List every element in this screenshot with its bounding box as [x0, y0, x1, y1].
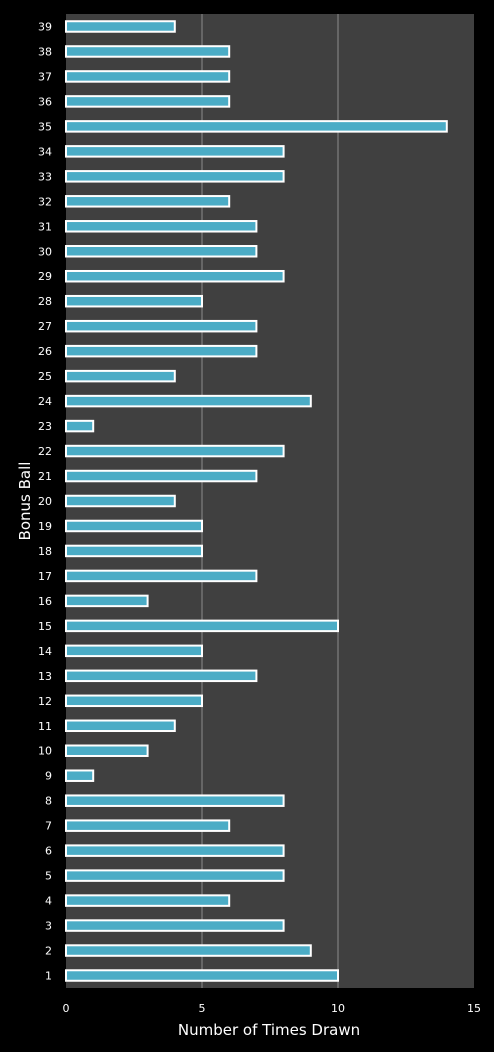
bar-ball-2: [65, 944, 312, 957]
x-tick-label: 15: [467, 1002, 481, 1015]
y-tick-label: 18: [38, 545, 52, 558]
y-tick-label: 7: [45, 820, 52, 833]
bar-ball-37: [65, 70, 231, 83]
x-axis-title: Number of Times Drawn: [178, 1021, 360, 1039]
y-tick-label: 10: [38, 745, 52, 758]
bar-ball-27: [65, 319, 258, 333]
bar-ball-22: [65, 444, 285, 458]
bar-ball-38: [65, 45, 231, 58]
bar-ball-20: [65, 494, 176, 508]
y-tick-label: 6: [45, 845, 52, 858]
bar-ball-39: [65, 20, 176, 33]
x-axis-tick-labels: 0 5 10 15: [63, 1002, 482, 1015]
y-tick-label: 26: [38, 345, 52, 358]
y-tick-label: 21: [38, 470, 52, 483]
bar-ball-30: [65, 245, 258, 258]
bar-ball-31: [65, 220, 258, 233]
y-tick-label: 23: [38, 420, 52, 433]
bar-ball-7: [65, 819, 231, 832]
y-tick-label: 13: [38, 670, 52, 683]
x-tick-label: 10: [331, 1002, 345, 1015]
y-tick-label: 2: [45, 945, 52, 958]
bar-ball-28: [65, 294, 203, 308]
y-tick-label: 38: [38, 45, 52, 58]
bar-ball-9: [65, 769, 95, 782]
y-axis-title: Bonus Ball: [16, 462, 34, 541]
bar-ball-15: [65, 619, 339, 633]
bar-ball-3: [65, 919, 285, 932]
y-tick-label: 5: [45, 870, 52, 883]
bar-ball-17: [65, 569, 258, 583]
y-tick-label: 34: [38, 145, 52, 158]
y-axis-tick-labels: 1234567891011121314151617181920212223242…: [38, 20, 52, 982]
y-tick-label: 19: [38, 520, 52, 533]
y-tick-label: 28: [38, 295, 52, 308]
y-tick-label: 1: [45, 970, 52, 983]
y-tick-label: 16: [38, 595, 52, 608]
bar-ball-19: [65, 519, 203, 533]
bar-ball-12: [65, 694, 203, 708]
bar-ball-36: [65, 95, 231, 108]
y-tick-label: 24: [38, 395, 52, 408]
bar-ball-18: [65, 544, 203, 558]
bar-ball-26: [65, 344, 258, 358]
bar-ball-21: [65, 469, 258, 483]
y-tick-label: 33: [38, 170, 52, 183]
y-tick-label: 8: [45, 795, 52, 808]
y-tick-label: 36: [38, 95, 52, 108]
y-tick-label: 37: [38, 70, 52, 83]
bar-ball-8: [65, 794, 285, 807]
y-tick-label: 17: [38, 570, 52, 583]
bar-ball-11: [65, 719, 176, 733]
bar-ball-4: [65, 894, 231, 907]
bar-ball-16: [65, 594, 149, 608]
bar-ball-23: [65, 419, 95, 433]
bar-ball-32: [65, 195, 231, 208]
y-tick-label: 15: [38, 620, 52, 633]
y-tick-label: 29: [38, 270, 52, 283]
y-tick-label: 12: [38, 695, 52, 708]
y-tick-label: 35: [38, 120, 52, 133]
y-tick-label: 32: [38, 195, 52, 208]
bars: [65, 20, 448, 982]
bar-ball-13: [65, 669, 258, 683]
y-tick-label: 20: [38, 495, 52, 508]
bar-ball-10: [65, 744, 149, 757]
y-tick-label: 31: [38, 220, 52, 233]
bar-ball-25: [65, 369, 176, 383]
y-tick-label: 11: [38, 720, 52, 733]
bar-ball-5: [65, 869, 285, 882]
bar-ball-24: [65, 394, 312, 408]
bar-ball-29: [65, 269, 285, 283]
y-tick-label: 22: [38, 445, 52, 458]
bar-ball-33: [65, 170, 285, 183]
bar-ball-35: [65, 120, 448, 133]
bar-ball-6: [65, 844, 285, 857]
y-tick-label: 4: [45, 895, 52, 908]
bar-ball-14: [65, 644, 203, 658]
y-tick-label: 3: [45, 920, 52, 933]
y-tick-label: 25: [38, 370, 52, 383]
y-tick-label: 39: [38, 20, 52, 33]
x-tick-label: 0: [63, 1002, 70, 1015]
bar-ball-1: [65, 969, 339, 982]
bar-ball-34: [65, 145, 285, 158]
y-tick-label: 27: [38, 320, 52, 333]
y-tick-label: 9: [45, 770, 52, 783]
y-tick-label: 30: [38, 245, 52, 258]
x-tick-label: 5: [199, 1002, 206, 1015]
y-tick-label: 14: [38, 645, 52, 658]
